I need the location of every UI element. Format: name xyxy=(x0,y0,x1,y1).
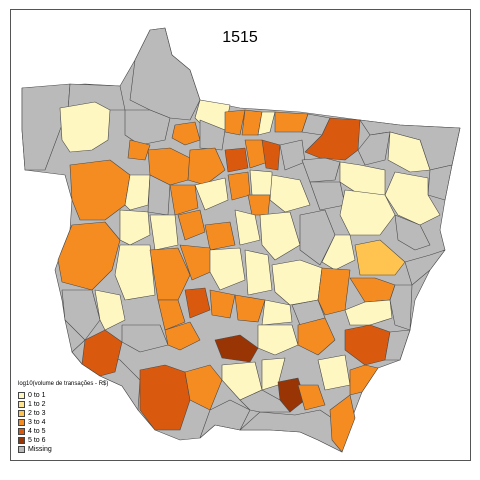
municipality xyxy=(261,357,286,391)
municipality xyxy=(304,117,361,161)
legend-label: 4 to 5 xyxy=(28,428,46,435)
municipality xyxy=(427,164,453,201)
municipality xyxy=(214,334,259,363)
legend-swatch xyxy=(18,437,25,444)
municipality xyxy=(297,317,336,356)
municipality xyxy=(199,119,226,151)
municipality xyxy=(177,209,206,241)
municipality xyxy=(124,109,171,146)
municipality xyxy=(354,239,406,276)
legend-item: 2 to 3 xyxy=(18,409,108,418)
municipality xyxy=(127,139,151,161)
municipality xyxy=(114,244,156,301)
legend-item: 4 to 5 xyxy=(18,427,108,436)
municipality xyxy=(187,147,226,186)
legend-label: 3 to 4 xyxy=(28,419,46,426)
municipality xyxy=(239,389,291,413)
legend-item: 3 to 4 xyxy=(18,418,108,427)
municipality xyxy=(247,194,271,216)
municipality xyxy=(329,394,356,453)
legend-swatch xyxy=(18,401,25,408)
map-title: 1515 xyxy=(222,29,258,46)
municipality xyxy=(244,249,273,296)
municipality xyxy=(119,209,151,246)
municipality xyxy=(194,177,229,211)
municipality xyxy=(157,299,186,331)
municipality xyxy=(404,249,446,286)
municipality xyxy=(204,221,236,251)
municipality xyxy=(257,111,276,136)
municipality xyxy=(234,294,266,323)
legend-item: 1 to 2 xyxy=(18,400,108,409)
legend-item: 5 to 6 xyxy=(18,436,108,445)
municipality xyxy=(269,174,311,213)
municipality xyxy=(344,299,393,326)
legend-swatch xyxy=(18,419,25,426)
legend-item: 0 to 1 xyxy=(18,391,108,400)
legend-label: Missing xyxy=(28,446,52,453)
municipality xyxy=(301,157,341,183)
municipality xyxy=(224,109,246,136)
municipality xyxy=(149,214,179,251)
municipality xyxy=(349,364,379,396)
municipality xyxy=(261,299,293,326)
municipality xyxy=(124,174,151,211)
municipality xyxy=(261,139,281,171)
municipality xyxy=(81,329,123,377)
municipality xyxy=(387,131,431,173)
municipality xyxy=(57,221,121,291)
municipality xyxy=(239,409,343,453)
legend: log10(volume de transações - R$) 0 to 1 … xyxy=(18,380,108,454)
municipality xyxy=(394,214,431,251)
municipality xyxy=(184,364,223,411)
legend-label: 0 to 1 xyxy=(28,392,46,399)
municipality xyxy=(69,159,131,221)
legend-label: 1 to 2 xyxy=(28,401,46,408)
municipality xyxy=(259,211,301,261)
municipality xyxy=(257,324,299,356)
municipality xyxy=(59,101,111,153)
legend-swatch xyxy=(18,410,25,417)
municipality xyxy=(209,289,236,319)
municipality xyxy=(121,324,169,353)
municipality xyxy=(357,131,391,166)
municipality xyxy=(384,171,441,226)
legend-label: 5 to 6 xyxy=(28,437,46,444)
municipality xyxy=(384,329,411,361)
municipality xyxy=(94,289,126,331)
legend-swatch xyxy=(18,428,25,435)
municipality xyxy=(149,247,191,301)
legend-swatch xyxy=(18,446,25,453)
municipality xyxy=(184,287,211,319)
municipality xyxy=(317,267,351,316)
municipality xyxy=(321,234,356,271)
municipality xyxy=(61,289,101,341)
legend-swatch xyxy=(18,392,25,399)
municipality xyxy=(234,209,261,246)
municipality xyxy=(297,384,326,411)
municipality xyxy=(171,121,201,146)
municipality xyxy=(249,169,273,196)
municipality xyxy=(169,184,199,216)
legend-label: 2 to 3 xyxy=(28,410,46,417)
municipality xyxy=(67,83,126,111)
legend-item: Missing xyxy=(18,445,108,454)
municipality xyxy=(224,147,249,173)
municipality xyxy=(227,171,251,201)
municipality xyxy=(139,364,191,431)
legend-title: log10(volume de transações - R$) xyxy=(18,381,109,387)
municipality xyxy=(339,189,396,236)
municipality xyxy=(209,247,246,291)
municipality xyxy=(164,321,201,351)
municipality xyxy=(389,284,413,331)
